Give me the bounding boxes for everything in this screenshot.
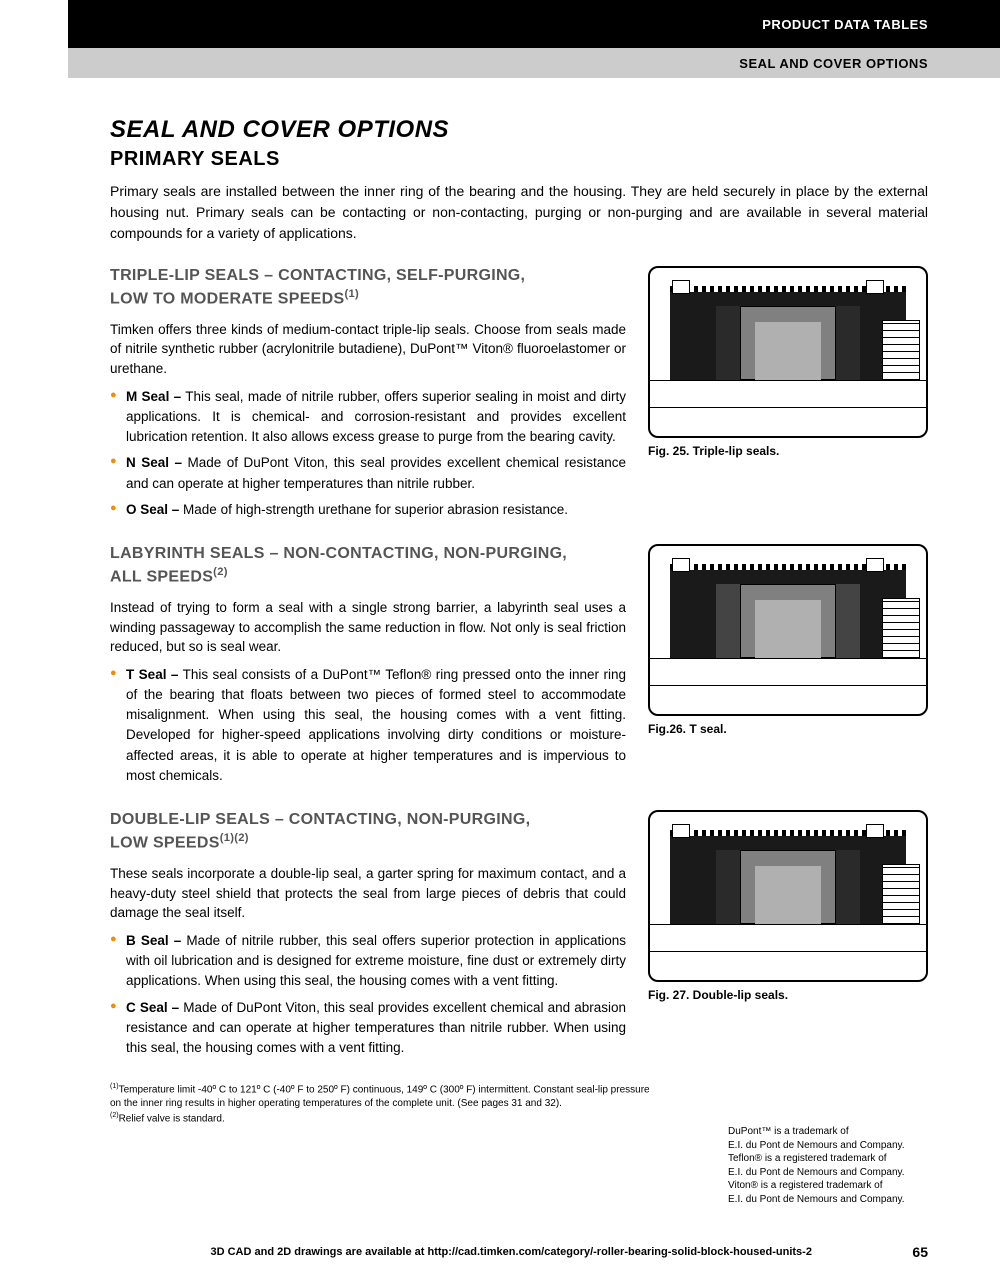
figure-double-lip [648,810,928,982]
intro-text: Primary seals are installed between the … [110,181,928,244]
section-left: DOUBLE-LIP SEALS – CONTACTING, NON-PURGI… [110,810,626,1064]
section-right: Fig.26. T seal. [648,544,928,792]
bullet-item: T Seal – This seal consists of a DuPont™… [124,665,626,787]
header-gray: SEAL AND COVER OPTIONS [68,48,1000,78]
header-black-text: PRODUCT DATA TABLES [762,17,928,32]
header-black: PRODUCT DATA TABLES [68,0,1000,48]
bullet-item: C Seal – Made of DuPont Viton, this seal… [124,998,626,1059]
figure-t-seal [648,544,928,716]
header-gray-text: SEAL AND COVER OPTIONS [739,56,928,71]
section-triple-lip: TRIPLE-LIP SEALS – CONTACTING, SELF-PURG… [110,266,928,526]
page-number: 65 [912,1244,928,1260]
footnote-1: (1)Temperature limit -40º C to 121º C (-… [110,1082,650,1110]
bullet-list: B Seal – Made of nitrile rubber, this se… [110,931,626,1059]
bullet-list: T Seal – This seal consists of a DuPont™… [110,665,626,787]
figure-caption: Fig.26. T seal. [648,722,928,736]
section-heading: TRIPLE-LIP SEALS – CONTACTING, SELF-PURG… [110,266,626,310]
trademark-block: DuPont™ is a trademark of E.I. du Pont d… [728,1125,928,1206]
section-right: Fig. 25. Triple-lip seals. [648,266,928,526]
section-left: TRIPLE-LIP SEALS – CONTACTING, SELF-PURG… [110,266,626,526]
footnotes: (1)Temperature limit -40º C to 121º C (-… [110,1082,650,1125]
section-heading: DOUBLE-LIP SEALS – CONTACTING, NON-PURGI… [110,810,626,854]
section-double-lip: DOUBLE-LIP SEALS – CONTACTING, NON-PURGI… [110,810,928,1064]
figure-triple-lip [648,266,928,438]
bullet-item: O Seal – Made of high-strength urethane … [124,500,626,520]
figure-caption: Fig. 27. Double-lip seals. [648,988,928,1002]
figure-caption: Fig. 25. Triple-lip seals. [648,444,928,458]
bullet-item: N Seal – Made of DuPont Viton, this seal… [124,453,626,494]
bullet-item: M Seal – This seal, made of nitrile rubb… [124,387,626,448]
section-right: Fig. 27. Double-lip seals. [648,810,928,1064]
content: SEAL AND COVER OPTIONS PRIMARY SEALS Pri… [0,78,1000,1125]
section-heading: LABYRINTH SEALS – NON-CONTACTING, NON-PU… [110,544,626,588]
section-left: LABYRINTH SEALS – NON-CONTACTING, NON-PU… [110,544,626,792]
footer: 3D CAD and 2D drawings are available at … [110,1244,928,1260]
footnote-2: (2)Relief valve is standard. [110,1111,650,1126]
section-labyrinth: LABYRINTH SEALS – NON-CONTACTING, NON-PU… [110,544,928,792]
section-para: These seals incorporate a double-lip sea… [110,864,626,923]
bullet-list: M Seal – This seal, made of nitrile rubb… [110,387,626,521]
page-title: SEAL AND COVER OPTIONS [110,116,928,144]
bullet-item: B Seal – Made of nitrile rubber, this se… [124,931,626,992]
section-para: Instead of trying to form a seal with a … [110,598,626,657]
page-subtitle: PRIMARY SEALS [110,148,928,171]
section-para: Timken offers three kinds of medium-cont… [110,320,626,379]
footer-text: 3D CAD and 2D drawings are available at … [110,1246,912,1258]
